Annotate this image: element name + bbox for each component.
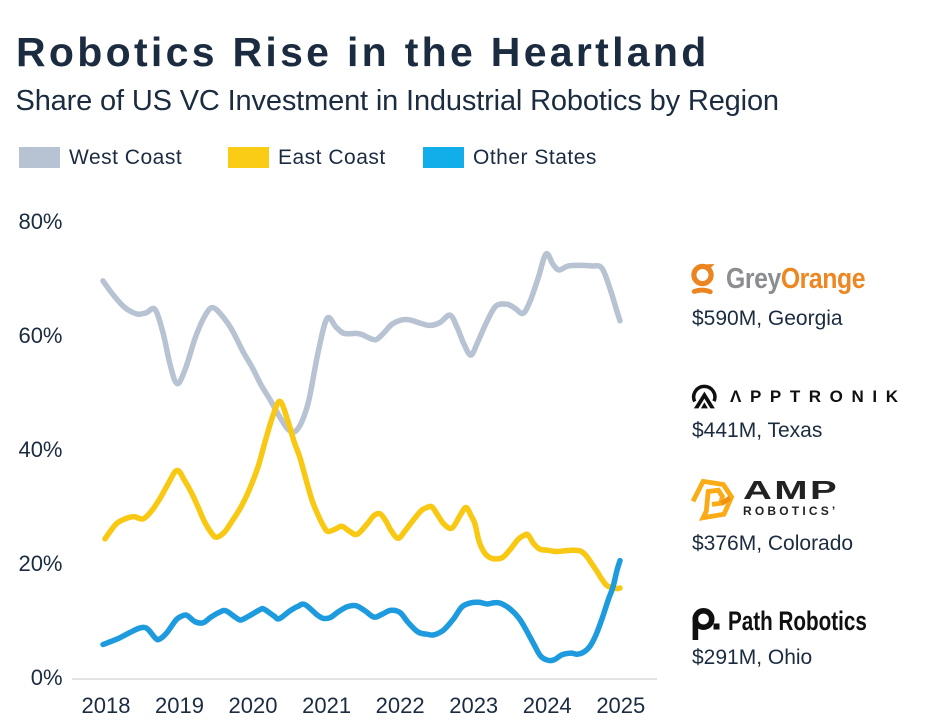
svg-text:80%: 80%	[18, 209, 62, 234]
svg-text:2021: 2021	[302, 693, 351, 718]
svg-text:60%: 60%	[18, 323, 62, 348]
svg-text:2020: 2020	[229, 693, 278, 718]
svg-text:2022: 2022	[376, 693, 425, 718]
svg-text:40%: 40%	[18, 437, 62, 462]
svg-text:2019: 2019	[155, 693, 204, 718]
svg-text:2025: 2025	[596, 693, 645, 718]
svg-text:20%: 20%	[18, 551, 62, 576]
svg-text:2023: 2023	[449, 693, 498, 718]
svg-text:0%: 0%	[31, 665, 63, 690]
svg-text:2024: 2024	[523, 693, 572, 718]
svg-text:2018: 2018	[82, 693, 131, 718]
